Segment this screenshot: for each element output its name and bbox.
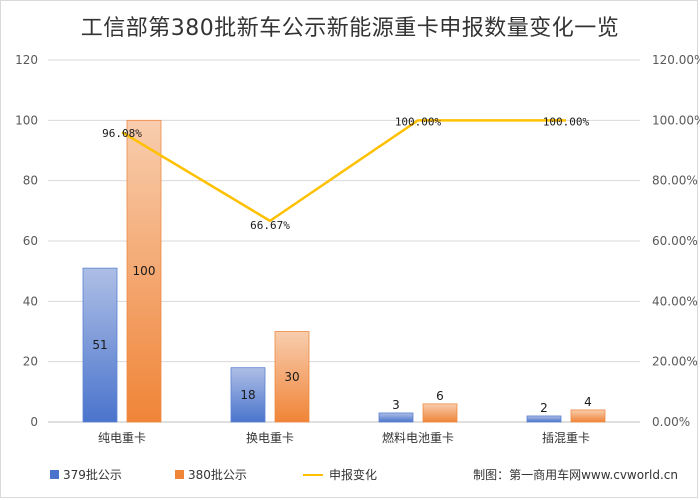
change-value-label: 66.67%: [250, 219, 290, 232]
change-line: [121, 119, 566, 223]
bar-380-value-label: 100: [133, 264, 156, 278]
bar-380: [126, 119, 162, 423]
right-axis-tick-label: 0.00%: [652, 415, 690, 429]
category-label: 燃料电池重卡: [382, 430, 454, 445]
change-line-path: [121, 119, 566, 223]
chart-title: 工信部第380批新车公示新能源重卡申报数量变化一览: [80, 16, 620, 41]
right-axis-tick-label: 80.00%: [652, 174, 698, 188]
bar-379-value-label: 51: [92, 338, 107, 352]
right-axis-tick-label: 60.00%: [652, 234, 698, 248]
change-value-label: 100.00%: [543, 115, 590, 128]
category-label: 换电重卡: [246, 431, 294, 445]
bar-380-value-label: 30: [284, 370, 299, 384]
bar-379: [526, 415, 562, 423]
left-axis-tick-label: 0: [30, 415, 38, 429]
legend: 379批公示 380批公示 申报变化 制图：第一商用车网www.cvworld.…: [0, 466, 700, 486]
change-value-label: 100.00%: [395, 115, 442, 128]
legend-label-change: 申报变化: [329, 468, 378, 482]
bar-379: [82, 267, 118, 423]
legend-item-change[interactable]: 申报变化: [303, 466, 377, 483]
legend-line-swatch: [303, 473, 323, 476]
bar-380-value-label: 6: [436, 389, 444, 403]
category-label: 插混重卡: [542, 431, 590, 445]
left-axis-ticks: 0 20 40 60 80 100 120: [15, 53, 38, 429]
right-axis-ticks: 0.00% 20.00% 40.00% 60.00% 80.00% 100.00% 120.…: [652, 53, 700, 429]
right-axis-tick-label: 120.00%: [652, 53, 700, 67]
bar-379-value-label: 18: [240, 388, 255, 402]
bar-380: [274, 331, 310, 423]
line-data-labels: 96.08% 66.67% 100.00% 100.00%: [102, 115, 589, 232]
bar-379: [230, 367, 266, 423]
bar-379-value-label: 2: [540, 401, 548, 415]
bars: [82, 119, 606, 423]
legend-item-380[interactable]: 380批公示: [175, 466, 247, 483]
legend-label-379: 379批公示: [63, 468, 122, 482]
left-axis-tick-label: 100: [15, 113, 38, 127]
right-axis-tick-label: 40.00%: [652, 294, 698, 308]
category-labels: 纯电重卡 换电重卡 燃料电池重卡 插混重卡: [98, 430, 590, 445]
legend-label-380: 380批公示: [188, 468, 247, 482]
right-axis-tick-label: 20.00%: [652, 355, 698, 369]
bar-data-labels: 51 100 18 30 3 6 2 4: [92, 264, 591, 415]
left-axis-tick-label: 60: [23, 234, 38, 248]
bar-380: [422, 403, 458, 423]
legend-swatch-379: [50, 470, 59, 479]
left-axis-tick-label: 120: [15, 53, 38, 67]
bar-379-value-label: 3: [392, 398, 400, 412]
right-axis-tick-label: 100.00%: [652, 113, 700, 127]
bar-380-value-label: 4: [584, 395, 592, 409]
bar-380: [570, 409, 606, 423]
bar-379: [378, 412, 414, 423]
legend-item-379[interactable]: 379批公示: [50, 466, 122, 483]
left-axis-tick-label: 40: [23, 294, 38, 308]
left-axis-tick-label: 80: [23, 174, 38, 188]
left-axis-tick-label: 20: [23, 355, 38, 369]
category-label: 纯电重卡: [98, 431, 146, 445]
legend-swatch-380: [175, 470, 184, 479]
chart-credit: 制图：第一商用车网www.cvworld.cn: [473, 468, 678, 482]
change-value-label: 96.08%: [102, 127, 142, 140]
